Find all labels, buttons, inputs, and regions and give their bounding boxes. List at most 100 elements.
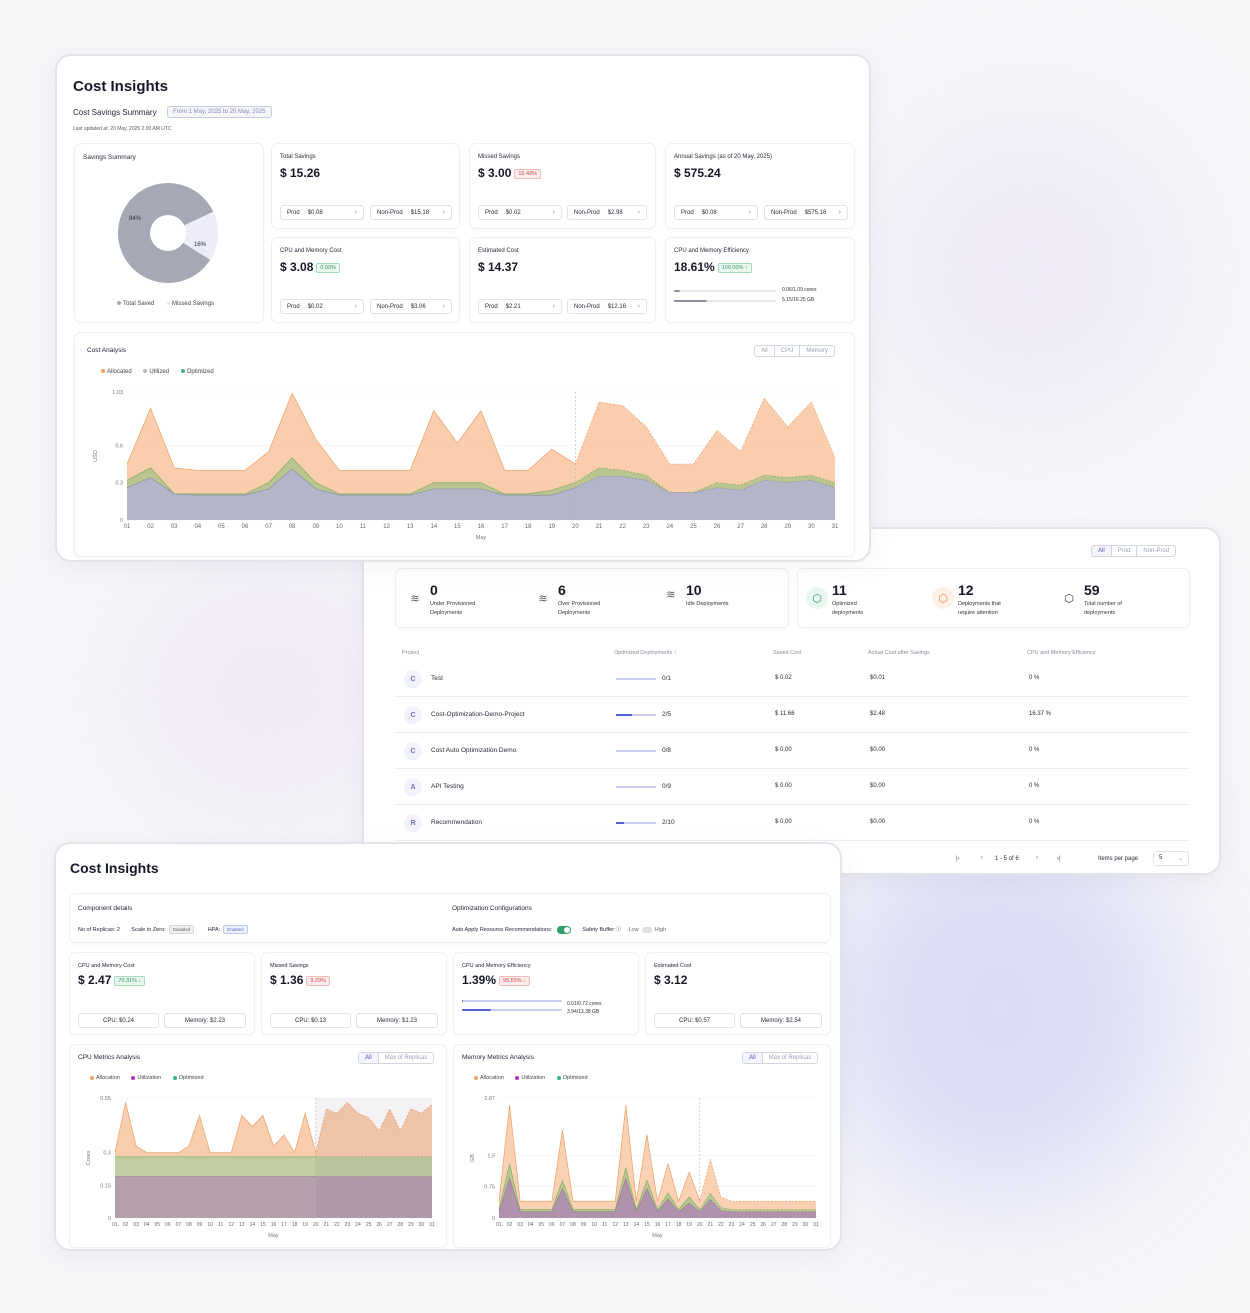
prod-button[interactable]: Prod $0.08 ›	[674, 205, 758, 220]
nonprod-button[interactable]: Non-Prod $575.16 ›	[764, 205, 848, 220]
deployments-panel: All Prod Non-Prod ≋ 0 Under Provisioned …	[362, 527, 1221, 875]
x-tick-label: 20	[697, 1222, 703, 1228]
summary-label: Cost Savings Summary	[73, 108, 157, 117]
missed-slice	[168, 211, 218, 260]
memory-cost-button[interactable]: Memory: $2.23	[164, 1013, 246, 1028]
memory-chart-filter[interactable]: All Max of Replicas	[742, 1052, 819, 1064]
table-row[interactable]: A API Testing 0/9 $ 0.00 $0.00 0 %	[394, 769, 1189, 805]
estimated-cost-card: Estimated Cost $ 14.37 Prod $2.21 › Non-Pr…	[470, 238, 655, 322]
filter-max-replicas[interactable]: Max of Replicas	[768, 1055, 812, 1061]
chart-legend: Allocated Utilized Optimized	[101, 369, 224, 375]
efficiency: 0 %	[1029, 747, 1040, 753]
x-tick-label: 16	[478, 524, 485, 530]
filter-all[interactable]: All	[755, 346, 775, 356]
col-actual-cost[interactable]: Actual Cost after Savings	[868, 650, 930, 656]
project-name[interactable]: Cost Auto Optimization Demo	[431, 747, 517, 754]
cpu-cost-button[interactable]: CPU: $0.57	[654, 1013, 735, 1028]
x-tick-label: 18	[525, 524, 532, 530]
project-name[interactable]: Test	[431, 675, 443, 682]
safety-buffer-switch[interactable]	[641, 926, 652, 933]
prod-button[interactable]: Prod $2.21 ›	[478, 299, 562, 314]
card-title: CPU and Memory Cost	[78, 963, 135, 969]
cpu-usage-bar	[462, 1000, 562, 1002]
x-tick-label: 18	[676, 1222, 682, 1228]
filter-all[interactable]: All	[1092, 546, 1112, 556]
col-saved-cost[interactable]: Saved Cost	[773, 650, 802, 656]
project-name[interactable]: Recommendation	[431, 819, 482, 826]
memory-cost-button[interactable]: Memory: $1.23	[356, 1013, 438, 1028]
nonprod-button[interactable]: Non-Prod $3.06 ›	[370, 299, 452, 314]
table-row[interactable]: C Cost-Optimization-Demo-Project 2/5 $ 11.6…	[394, 697, 1189, 733]
pager-first[interactable]: |‹	[956, 856, 960, 862]
memory-usage-fill	[674, 300, 707, 302]
actual-cost: $0.00	[870, 783, 886, 789]
col-optimized-deployments[interactable]: Optimized Deployments ↑	[614, 650, 677, 656]
filter-prod[interactable]: Prod	[1112, 546, 1138, 556]
delta-badge: 0.00%	[316, 262, 340, 273]
col-efficiency[interactable]: CPU and Memory Efficiency	[1027, 650, 1096, 656]
table-row[interactable]: C Test 0/1 $ 0.02 $0.01 0 %	[394, 661, 1189, 697]
filter-non-prod[interactable]: Non-Prod	[1143, 548, 1170, 554]
filter-cpu[interactable]: CPU	[775, 346, 801, 356]
x-tick-label: 20	[572, 524, 579, 530]
x-tick-label: 11	[602, 1222, 607, 1228]
scale-to-zero-badge: Disabled	[168, 925, 195, 934]
cpu-chart-filter[interactable]: All Max of Replicas	[358, 1052, 435, 1064]
y-tick-label: 1.03	[112, 390, 123, 396]
prod-button[interactable]: Prod $0.08 ›	[280, 205, 364, 220]
y-tick-label: 0	[108, 1216, 111, 1222]
project-name[interactable]: Cost-Optimization-Demo-Project	[431, 711, 525, 718]
nonprod-button[interactable]: Non-Prod $2.98 ›	[567, 205, 647, 220]
x-tick-label: 29	[792, 1222, 798, 1228]
filter-all[interactable]: All	[359, 1053, 379, 1063]
optimized-progress-bar	[616, 714, 656, 716]
chevron-right-icon: ›	[637, 209, 640, 216]
cpu-cost-button[interactable]: CPU: $0.24	[78, 1013, 159, 1028]
auto-apply-toggle[interactable]	[556, 925, 571, 934]
y-axis-label: GB	[470, 1154, 476, 1162]
filter-memory[interactable]: Memory	[806, 348, 829, 354]
delta-badge: 9.29%	[306, 975, 330, 986]
items-per-page-select[interactable]: 5 ⌄	[1153, 851, 1189, 866]
memory-cost-button[interactable]: Memory: $2.54	[740, 1013, 822, 1028]
project-name[interactable]: API Testing	[431, 783, 464, 790]
chevron-right-icon: ›	[838, 209, 841, 216]
x-tick-label: 24	[739, 1222, 745, 1228]
table-row[interactable]: C Cost Auto Optimization Demo 0/8 $ 0.00 $0.…	[394, 733, 1189, 769]
series-forecast-utilization	[699, 1198, 816, 1213]
x-tick-label: 02	[147, 524, 154, 530]
pager-prev[interactable]: ‹	[981, 855, 983, 861]
x-tick-label: 11	[218, 1222, 223, 1228]
pager-next[interactable]: ›	[1036, 855, 1038, 861]
pager-last[interactable]: ›|	[1057, 856, 1061, 862]
prod-button[interactable]: Prod $0.02 ›	[280, 299, 364, 314]
cost-analysis-filter[interactable]: All CPU Memory	[754, 345, 836, 357]
card-title: Missed Savings	[478, 154, 521, 160]
x-tick-label: 02	[123, 1222, 129, 1228]
y-axis-label: Cores	[86, 1150, 92, 1165]
cost-insights-panel: Cost Insights Cost Savings Summary From …	[55, 54, 871, 562]
card-value: $ 3.12	[654, 973, 688, 987]
cost-analysis-card: Cost Analysis All CPU Memory Allocated U…	[75, 333, 854, 556]
prod-button[interactable]: Prod $0.02 ›	[478, 205, 562, 220]
cpu-memory-cost-card: CPU and Memory Cost $ 2.47 70.31% ↓ CPU: …	[70, 953, 254, 1034]
cost-analysis-chart: 1.03 0.6 0.3 001 02 03 04 05 06 07 08 09 10 11 12 13 14 1…	[93, 390, 839, 541]
environment-filter[interactable]: All Prod Non-Prod	[1091, 545, 1177, 557]
x-tick-label: 12	[383, 524, 390, 530]
filter-max-replicas[interactable]: Max of Replicas	[384, 1055, 428, 1061]
col-project[interactable]: Project	[402, 650, 420, 656]
chart-legend: Allocation Utilization Optimized	[90, 1075, 214, 1081]
cpu-memory-cost-card: CPU and Memory Cost $ 3.08 0.00% Prod $0.0…	[272, 238, 459, 322]
x-tick-label: 24	[355, 1222, 361, 1228]
cpu-cost-button[interactable]: CPU: $0.13	[270, 1013, 351, 1028]
memory-metrics-card: Memory Metrics Analysis All Max of Repli…	[454, 1045, 830, 1247]
nonprod-button[interactable]: Non-Prod $15.18 ›	[370, 205, 452, 220]
table-row[interactable]: R Recommendation 2/10 $ 0.00 $0.00 0 %	[394, 805, 1189, 841]
x-tick-label: 12	[228, 1222, 234, 1228]
series-line-utilized	[126, 468, 576, 496]
nonprod-button[interactable]: Non-Prod $12.16 ›	[567, 299, 647, 314]
cube-icon: ⬡	[1064, 592, 1074, 605]
filter-all[interactable]: All	[743, 1053, 763, 1063]
date-range-picker[interactable]: From 1 May, 2025 to 20 May, 2025	[167, 106, 272, 118]
x-tick-label: 30	[419, 1222, 425, 1228]
